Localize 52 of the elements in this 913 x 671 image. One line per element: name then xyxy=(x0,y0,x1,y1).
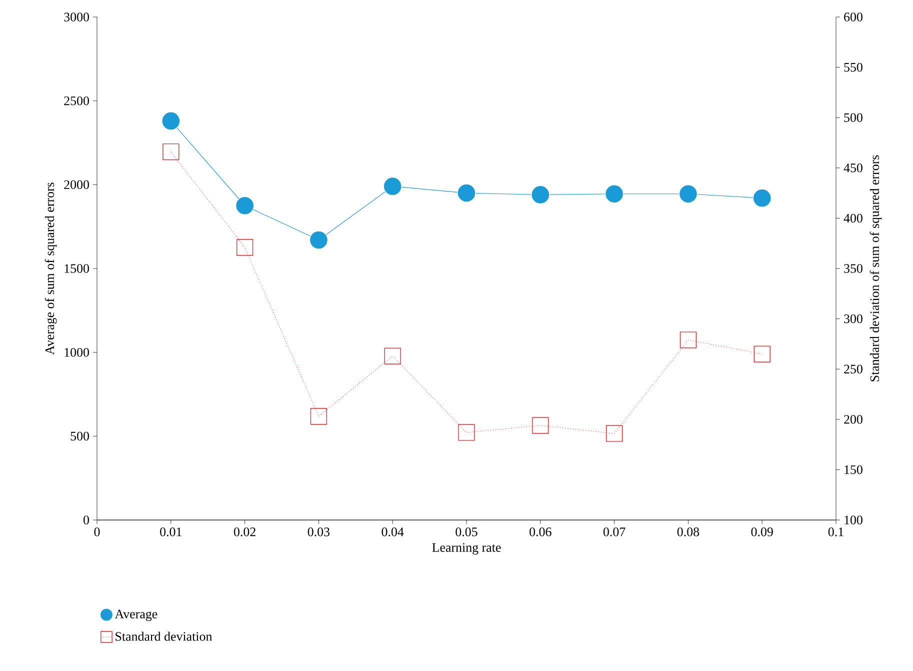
y-tick-label: 1500 xyxy=(64,264,89,273)
point xyxy=(605,184,624,204)
x-tick-label: 0.07 xyxy=(603,528,626,536)
x-tick-label: 0.03 xyxy=(308,528,330,536)
point xyxy=(531,185,550,204)
x-tick-label: 0.09 xyxy=(751,528,773,536)
x-tick-label: 0.08 xyxy=(677,528,700,536)
point xyxy=(310,408,328,425)
point xyxy=(236,196,254,215)
y2-tick-label: 600 xyxy=(844,12,862,22)
point xyxy=(606,425,623,442)
point xyxy=(384,348,401,364)
point xyxy=(678,184,698,204)
point xyxy=(383,177,402,196)
y-tick-label: 2500 xyxy=(64,96,89,106)
y2-tick-label: 350 xyxy=(844,264,862,273)
x-tick-label: 0.1 xyxy=(828,528,844,536)
point xyxy=(754,346,770,362)
legend-label: Average xyxy=(114,610,158,622)
x-tick-label: 0.04 xyxy=(382,528,404,536)
point xyxy=(162,112,180,130)
x-tick-label: 0.02 xyxy=(234,528,256,536)
y2-tick-label: 550 xyxy=(844,62,862,72)
x-tick-label: 0.05 xyxy=(456,528,478,536)
point xyxy=(458,424,475,441)
y2-tick-label: 450 xyxy=(844,164,862,172)
x-tick-label: 0 xyxy=(94,528,100,536)
point xyxy=(162,143,180,160)
point xyxy=(680,332,697,348)
point xyxy=(532,417,549,434)
x-tick-label: 0.06 xyxy=(530,528,552,536)
point xyxy=(752,188,772,208)
y2-tick-label: 400 xyxy=(844,214,862,223)
y-tick-label: 3000 xyxy=(64,12,89,22)
y2-tick-label: 200 xyxy=(844,415,862,424)
y2-tick-label: 150 xyxy=(844,465,862,474)
y2-tick-label: 100 xyxy=(844,516,862,524)
legend-label: Standard deviation xyxy=(116,632,212,641)
point xyxy=(457,184,476,202)
point xyxy=(309,230,328,250)
y-tick-label: 2000 xyxy=(64,180,89,190)
point xyxy=(236,239,254,256)
y-tick-label: 500 xyxy=(70,432,90,441)
y-tick-label: 1000 xyxy=(64,348,89,357)
y-axis-title: Average of sum of squared errors xyxy=(44,182,57,355)
x-axis-title: Learning rate xyxy=(432,543,501,555)
y2-tick-label: 250 xyxy=(844,364,862,374)
y2-tick-label: 500 xyxy=(844,113,862,122)
y2-tick-label: 300 xyxy=(844,314,862,324)
y-tick-label: 0 xyxy=(84,516,90,524)
x-tick-label: 0.01 xyxy=(160,528,182,536)
y2-axis-title: Standard deviation of sum of squared errors xyxy=(870,155,882,382)
